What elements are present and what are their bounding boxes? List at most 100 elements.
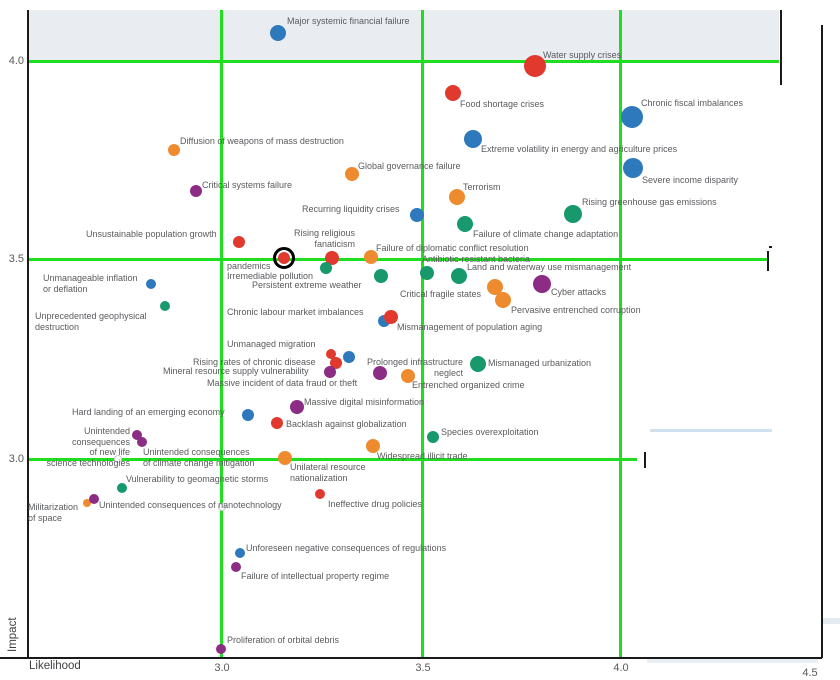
risk-point[interactable] (427, 431, 439, 443)
risk-point[interactable] (146, 279, 156, 289)
risk-label: Water supply crises (543, 50, 622, 60)
risk-label: Land and waterway use mismanagement (467, 262, 632, 272)
risk-point[interactable] (132, 430, 142, 440)
risk-point[interactable] (384, 310, 398, 324)
risk-label: Mismanagement of population aging (397, 322, 543, 332)
risk-point[interactable] (449, 189, 465, 205)
risk-point[interactable] (410, 208, 424, 222)
risk-point[interactable] (325, 251, 339, 265)
light-blue-line (650, 429, 772, 432)
x-axis-line (0, 657, 822, 659)
x-tick-3.5: 3.5 (415, 662, 431, 674)
risk-label: Unprecedented geophysical destruction (35, 311, 147, 332)
risk-point[interactable] (216, 644, 226, 654)
risk-label: Vulnerability to geomagnetic storms (126, 474, 269, 484)
risk-label: Militarization of space (28, 502, 79, 523)
open-marker (218, 503, 226, 511)
risk-label: Chronic fiscal imbalances (641, 98, 744, 108)
risk-label: Unsustainable population growth (86, 229, 217, 239)
risk-point[interactable] (533, 275, 551, 293)
risk-point[interactable] (117, 483, 127, 493)
risk-label: Persistent extreme weather (252, 280, 362, 290)
risk-label: Massive incident of data fraud or theft (207, 378, 358, 388)
y-axis-line (27, 10, 29, 658)
risk-point[interactable] (233, 236, 245, 248)
risk-point[interactable] (270, 25, 286, 41)
risk-label: Critical systems failure (202, 180, 293, 190)
light-strip-right-edge (823, 618, 840, 624)
tick-end-3.0-line (644, 452, 646, 468)
risk-point[interactable] (564, 205, 582, 223)
risk-label: Hard landing of an emerging economy (72, 407, 225, 417)
risk-point[interactable] (470, 356, 486, 372)
top-shaded-band (27, 10, 779, 61)
risk-point[interactable] (190, 185, 202, 197)
risk-label: Unforeseen negative consequences of regu… (246, 543, 447, 553)
risk-label: Food shortage crises (460, 99, 545, 109)
risk-point[interactable] (242, 409, 254, 421)
gridline-horizontal-3.0 (27, 458, 637, 461)
risk-label: Backlash against globalization (286, 419, 407, 429)
risk-point[interactable] (524, 55, 546, 77)
risk-label: Failure of intellectual property regime (241, 571, 390, 581)
risk-label: Terrorism (463, 182, 501, 192)
risk-point[interactable] (160, 301, 170, 311)
risk-point[interactable] (623, 158, 643, 178)
risk-label: Species overexploitation (441, 427, 539, 437)
risk-point[interactable] (345, 167, 359, 181)
risk-label: Pervasive entrenched corruption (511, 305, 641, 315)
risk-point[interactable] (324, 366, 336, 378)
risk-point[interactable] (364, 250, 378, 264)
risk-point[interactable] (235, 548, 245, 558)
risk-point[interactable] (366, 439, 380, 453)
risk-point[interactable] (464, 130, 482, 148)
x-tick-4.5: 4.5 (802, 667, 818, 679)
x-tick-3.0: 3.0 (214, 662, 230, 674)
risk-label: Critical fragile states (400, 289, 482, 299)
risk-label: Mismanaged urbanization (488, 358, 592, 368)
gridline-vertical-3.0 (220, 10, 223, 658)
risk-point[interactable] (373, 366, 387, 380)
tick-end-3.5-line (767, 251, 769, 271)
risk-label: Massive digital misinformation (304, 397, 425, 407)
risk-point[interactable] (231, 562, 241, 572)
risk-point[interactable] (374, 269, 388, 283)
risk-point[interactable] (621, 106, 643, 128)
light-strip-below-axis (647, 659, 818, 663)
risk-label: Rising greenhouse gas emissions (582, 197, 717, 207)
risk-point[interactable] (83, 499, 91, 507)
gridline-horizontal-4.0 (27, 60, 779, 63)
tiny-mark (769, 246, 772, 248)
risk-point[interactable] (457, 216, 473, 232)
risk-point[interactable] (451, 268, 467, 284)
x-tick-4.0: 4.0 (613, 662, 629, 674)
risk-point[interactable] (89, 494, 99, 504)
risk-point[interactable] (445, 85, 461, 101)
risk-point[interactable] (137, 437, 147, 447)
risk-point[interactable] (326, 349, 336, 359)
risk-label: Failure of climate change adaptation (473, 229, 619, 239)
risk-point[interactable] (495, 292, 511, 308)
risk-label: Unmanageable inflation or deflation (43, 273, 138, 294)
risk-label: Extreme volatility in energy and agricul… (481, 144, 678, 154)
highlight-ring (273, 247, 295, 269)
risk-point[interactable] (278, 451, 292, 465)
risk-point[interactable] (401, 369, 415, 383)
y-tick-3.0: 3.0 (8, 453, 24, 465)
x-axis-title: Likelihood (29, 660, 81, 672)
risk-point[interactable] (315, 489, 325, 499)
risk-point[interactable] (168, 144, 180, 156)
risk-label: Rising rates of chronic disease (193, 357, 316, 367)
risk-point[interactable] (487, 279, 503, 295)
risk-point[interactable] (420, 266, 434, 280)
risk-label: Unintended consequences of nanotechnolog… (99, 500, 282, 510)
gridline-vertical-4.0 (619, 10, 622, 658)
risk-point[interactable] (320, 262, 332, 274)
risk-label: pandemics (227, 261, 271, 271)
risk-point[interactable] (290, 400, 304, 414)
risk-label: Proliferation of orbital debris (227, 635, 340, 645)
risk-label: Failure of diplomatic conflict resolutio… (376, 243, 529, 253)
risk-point[interactable] (271, 417, 283, 429)
risk-label: Cyber attacks (551, 287, 607, 297)
risk-point[interactable] (343, 351, 355, 363)
